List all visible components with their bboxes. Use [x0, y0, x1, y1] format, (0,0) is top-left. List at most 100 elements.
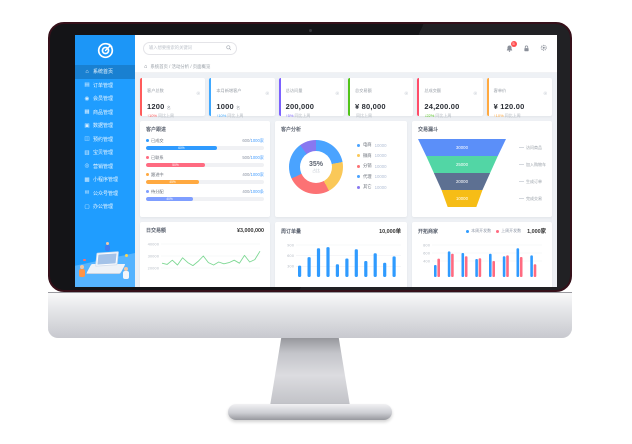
kpi-card-5: 客单价 ¥ 120.00 ↑10%同比上周 — [486, 78, 552, 119]
followup-label-text: 待分配 — [151, 188, 164, 194]
sidebar-item-label: 小程序管理 — [93, 177, 119, 184]
legend-value: 10000 — [374, 142, 387, 148]
sidebar-item-6[interactable]: ▥ 宝贝管理 — [75, 146, 135, 160]
search-input[interactable]: 输入想要搜索的关键词 — [143, 41, 237, 55]
progress-fill: 40% — [146, 196, 194, 202]
sidebar-menu: ⌂ 系统首页 ▤ 订单管理 ◉ 会员管理 ▦ 商品管理 ▣ 数据管理 ◫ 预约管理 ▥ 宝贝管理 ◎ 营销管理… — [75, 65, 135, 214]
gear-icon[interactable] — [196, 82, 201, 100]
legend-dot — [146, 139, 149, 143]
kpi-value: ¥ 120.00 — [493, 102, 525, 111]
dashboard-content: 客户总数 1200 名 ↑10%同比上周 本月新增客户 1000 名 ↑10%同比上周 总访… — [135, 73, 557, 287]
followup-row-0: 已成交 600/1000家 60% — [146, 138, 264, 151]
funnel-layer-2: 20000 — [433, 173, 491, 190]
kpi-compare: 同比上周 — [158, 113, 175, 118]
followup-value: 600/1000家 — [242, 138, 264, 144]
legend-dot — [496, 229, 500, 233]
gear-icon — [540, 45, 547, 51]
gear-icon[interactable] — [404, 82, 409, 100]
funnel-chart: 30000 25000 20000 10000 访问商品 加入购物车 生成订单 完成交易 — [418, 139, 546, 207]
app-logo[interactable] — [75, 35, 135, 65]
grouped-bar-legend: 本周开发数 上周开发数 — [466, 228, 521, 234]
panel-title: 日交易额 — [146, 228, 167, 234]
funnel-label-1: 加入购物车 — [519, 156, 546, 173]
funnel-label-0: 访问商品 — [519, 139, 546, 156]
sidebar-item-0[interactable]: ⌂ 系统首页 — [75, 65, 135, 79]
webcam-dot — [309, 29, 312, 32]
sidebar-item-9[interactable]: ✉ 公众号管理 — [75, 187, 135, 201]
followup-label: 已成交 — [146, 138, 164, 144]
followup-label-text: 已成交 — [151, 137, 164, 143]
followup-value: 400/1000条 — [242, 189, 264, 195]
kpi-unit: 名 — [236, 105, 241, 110]
sidebar-item-10[interactable]: ▢ 办公管理 — [75, 200, 135, 214]
kpi-card-1: 本月新增客户 1000 名 ↑10%同比上周 — [209, 78, 275, 119]
panel-weekly-orders: 周订单量 10,000单 900 600 300 — [275, 222, 407, 287]
gear-icon[interactable] — [265, 82, 270, 100]
panel-customer-followup: 客户跟进 已成交 600/1000家 60% 已联系 500/1000家 50% 跟进中 40… — [140, 121, 270, 217]
svg-text:40000: 40000 — [148, 242, 160, 246]
kpi-sub: ↑10%同比上周 — [216, 113, 269, 119]
sidebar-item-5[interactable]: ◫ 预约管理 — [75, 133, 135, 147]
bell-icon — [506, 45, 512, 52]
laptop-screen-shape — [95, 251, 119, 267]
followup-row-1: 已联系 500/1000家 50% — [146, 155, 264, 168]
sidebar-item-2[interactable]: ◉ 会员管理 — [75, 92, 135, 106]
kpi-sub: 同比上周 — [355, 113, 408, 119]
panel-trade-funnel: 交易漏斗 30000 25000 20000 10000 访问商品 加入购物车 生成订单 完成… — [412, 121, 552, 217]
svg-text:900: 900 — [287, 243, 295, 247]
legend-label: 微商 — [363, 152, 372, 158]
illustration-dot — [125, 254, 128, 257]
progress-track: 50% — [146, 162, 264, 168]
sidebar-item-label: 商品管理 — [93, 109, 114, 116]
kpi-compare: 同比上周 — [294, 113, 311, 118]
bottom-row: 日交易额 ¥3,000,000 40000 30000 20000 周订单量 10,… — [140, 222, 552, 287]
kpi-compare: 同比上周 — [435, 113, 452, 118]
gear-icon[interactable] — [542, 82, 548, 100]
settings-button[interactable] — [540, 44, 548, 52]
kpi-card-top: 本月新增客户 — [216, 82, 270, 100]
legend-value: 10000 — [374, 184, 387, 190]
sidebar-item-8[interactable]: ▩ 小程序管理 — [75, 173, 135, 187]
funnel-layer-0: 30000 — [418, 139, 506, 156]
donut-legend-item-0: 电商 10000 — [357, 142, 387, 148]
kpi-sub: ↑10%同比上周 — [494, 113, 547, 119]
legend-label: 上周开发数 — [501, 228, 522, 233]
home-icon: ⌂ — [144, 63, 148, 70]
breadcrumb-path[interactable]: 系统首页 / 活动分析 / 页面概览 — [150, 63, 211, 69]
kpi-label: 客户总数 — [147, 88, 164, 93]
kpi-label: 总成交额 — [424, 88, 442, 93]
sidebar-item-label: 订单管理 — [93, 82, 114, 89]
grouped-bar-chart: 800 600 400 — [418, 237, 546, 283]
sidebar-item-7[interactable]: ◎ 营销管理 — [75, 160, 135, 174]
followup-value-target: 1000家 — [250, 171, 264, 177]
sidebar-item-3[interactable]: ▦ 商品管理 — [75, 106, 135, 120]
gear-icon[interactable] — [334, 82, 340, 100]
donut-legend-item-1: 微商 10000 — [357, 153, 387, 159]
funnel-labels: 访问商品 加入购物车 生成订单 完成交易 — [519, 139, 546, 207]
notifications-button[interactable]: 5 — [506, 40, 517, 52]
gear-icon[interactable] — [473, 82, 478, 100]
panel-title: 客户跟进 — [146, 127, 167, 133]
illustration-person — [79, 264, 85, 277]
search-icon — [225, 45, 231, 51]
kpi-label: 本月新增客户 — [216, 88, 242, 93]
progress-fill: 50% — [146, 162, 205, 168]
legend-dot — [357, 185, 360, 189]
illustration-person — [123, 266, 129, 279]
legend-value: 10000 — [374, 163, 387, 169]
sidebar-item-4[interactable]: ▣ 数据管理 — [75, 119, 135, 133]
monitor-stand-base — [228, 404, 392, 420]
sidebar-item-1[interactable]: ▤ 订单管理 — [75, 79, 135, 93]
kpi-card-top: 客单价 — [494, 82, 547, 100]
legend-dot — [146, 173, 149, 177]
donut-legend-item-3: 代理 10000 — [357, 174, 387, 180]
legend-dot — [357, 175, 360, 179]
lock-button[interactable] — [523, 45, 530, 52]
funnel-label-3: 完成交易 — [519, 190, 546, 207]
kpi-value: 1200 名 — [147, 102, 171, 111]
followup-label: 跟进中 — [146, 172, 164, 178]
kpi-delta: ↑10% — [216, 113, 227, 118]
kpi-delta: ↓22% — [424, 113, 435, 118]
panel-new-merchants: 开拓商家 本周开发数 上周开发数 1,000家 800 600 400 — [412, 222, 552, 287]
